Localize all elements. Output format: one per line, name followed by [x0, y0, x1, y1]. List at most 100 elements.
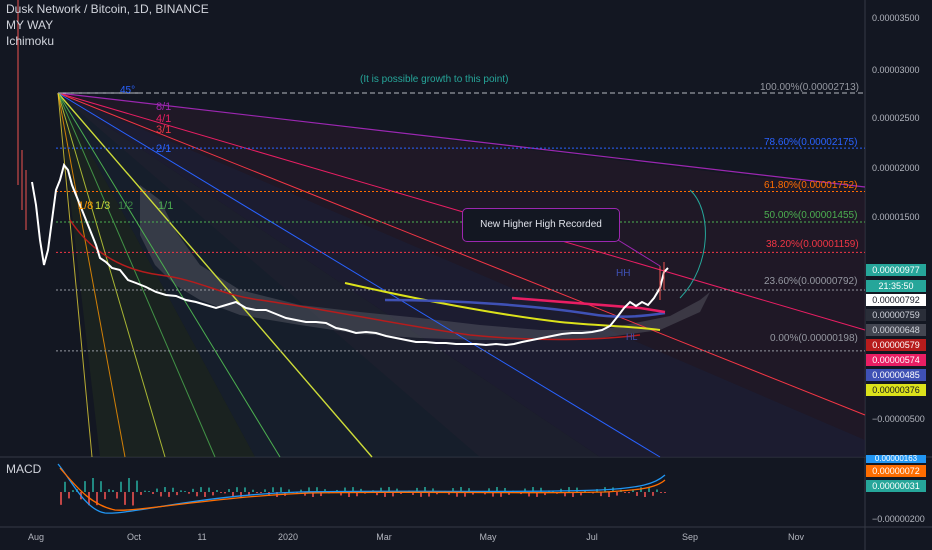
macd-line: [57, 463, 666, 514]
macd-signal-line: [59, 467, 666, 511]
fib-label-100: 100.00%(0.00002713): [760, 82, 859, 93]
macd-bar: [644, 492, 646, 497]
fib-label-61-8: 61.80%(0.00001752): [764, 180, 858, 191]
hl-label: HL: [626, 332, 638, 342]
gann-line-4-1: [57, 92, 866, 331]
gann-line-8-1: [57, 92, 866, 188]
indicator-ichimoku[interactable]: Ichimoku: [6, 34, 55, 48]
macd-bar: [664, 492, 666, 493]
macd-signal-badge: 0.00000072: [866, 465, 926, 477]
gann-line-1-16: [57, 92, 93, 458]
macd-bar: [340, 492, 342, 496]
macd-bar: [164, 487, 166, 492]
macd-bar: [360, 488, 362, 492]
macd-bar: [244, 487, 246, 492]
macd-bar: [172, 487, 174, 492]
fib-label-38-2: 38.20%(0.00001159): [766, 239, 859, 250]
gann-line-1-8: [57, 92, 126, 458]
macd-bar: [504, 487, 506, 492]
macd-bar: [128, 478, 130, 492]
macd-bar: [264, 489, 266, 492]
gann-line-1-4: [57, 92, 166, 458]
time-tick: Oct: [126, 532, 142, 542]
fan-shade-dark: [58, 93, 600, 457]
macd-bar: [108, 489, 110, 492]
time-tick: Nov: [787, 532, 805, 542]
macd-bar: [472, 492, 474, 495]
macd-bar: [184, 491, 186, 492]
macd-bar: [116, 492, 118, 499]
gann-label-4-1: 4/1: [156, 113, 172, 125]
gann-label-1-8: 1/8: [78, 200, 94, 212]
price-badge: 0.00000574: [866, 354, 926, 366]
gann-label-8-1: 8/1: [156, 101, 172, 113]
macd-bar: [320, 492, 322, 497]
price-badge: 0.00000376: [866, 384, 926, 396]
ichimoku-cloud: [140, 185, 710, 340]
macd-bar: [288, 489, 290, 492]
price-tick: −0.00000500: [872, 414, 925, 424]
macd-bar: [348, 492, 350, 497]
macd-bar: [436, 492, 438, 495]
macd-bar: [492, 492, 494, 497]
price-tick: 0.00002500: [872, 113, 920, 123]
macd-bar: [608, 492, 610, 497]
macd-bar: [460, 487, 462, 492]
macd-bar: [540, 487, 542, 492]
macd-bar: [456, 492, 458, 497]
indicator-my-way[interactable]: MY WAY: [6, 18, 54, 32]
time-tick: Sep: [681, 532, 699, 542]
macd-bar: [508, 492, 510, 495]
macd-badge: 0.00000163: [866, 455, 926, 463]
fib-label-23-6: 23.60%(0.00000792): [764, 276, 858, 287]
price-badge: 0.00000579: [866, 339, 926, 351]
macd-bar: [124, 492, 126, 505]
macd-bar: [496, 487, 498, 492]
macd-bar: [208, 487, 210, 492]
ma-blue: [384, 298, 666, 318]
macd-bar: [500, 492, 502, 497]
macd-bar: [324, 489, 326, 492]
fib-label-0: 0.00%(0.00000198): [770, 333, 858, 344]
last-price-badge: 0.00000977: [866, 264, 926, 276]
gann-label-3-1: 3/1: [156, 124, 172, 136]
time-tick: 11: [197, 532, 207, 542]
macd-bar: [636, 492, 638, 496]
macd-bar: [396, 488, 398, 492]
fan-shade-blue: [58, 93, 865, 457]
macd-bar: [432, 488, 434, 492]
callout-higher-high[interactable]: New Higher High Recorded: [462, 208, 620, 242]
macd-bar: [232, 492, 234, 497]
macd-bar: [376, 492, 378, 496]
macd-bar: [416, 487, 418, 492]
macd-bar: [260, 492, 262, 494]
macd-bar: [524, 488, 526, 492]
symbol-title[interactable]: Dusk Network / Bitcoin, 1D, BINANCE: [6, 2, 209, 16]
macd-bar: [380, 487, 382, 492]
macd-bar: [600, 492, 602, 497]
macd-bar: [140, 492, 142, 495]
macd-bar: [428, 492, 430, 497]
ma-yellow: [344, 282, 661, 331]
macd-bar: [316, 487, 318, 492]
ma-red: [69, 219, 641, 341]
time-tick: May: [479, 532, 497, 542]
fib-label-78-6: 78.60%(0.00002175): [764, 137, 858, 148]
candle-wicks: [17, 0, 665, 300]
time-tick: 2020: [277, 532, 299, 542]
macd-bar: [536, 492, 538, 497]
macd-bar: [624, 492, 626, 493]
price-badge: 0.00000759: [866, 309, 926, 321]
price-tick: 0.00003000: [872, 65, 920, 75]
macd-bar: [356, 492, 358, 497]
gann-line-3-1: [57, 92, 866, 416]
macd-bar: [240, 492, 242, 497]
macd-bar: [212, 492, 214, 496]
macd-bar: [60, 492, 62, 505]
macd-label[interactable]: MACD: [6, 462, 42, 476]
macd-bar: [572, 492, 574, 497]
macd-bar: [580, 492, 582, 496]
macd-bar: [424, 487, 426, 492]
